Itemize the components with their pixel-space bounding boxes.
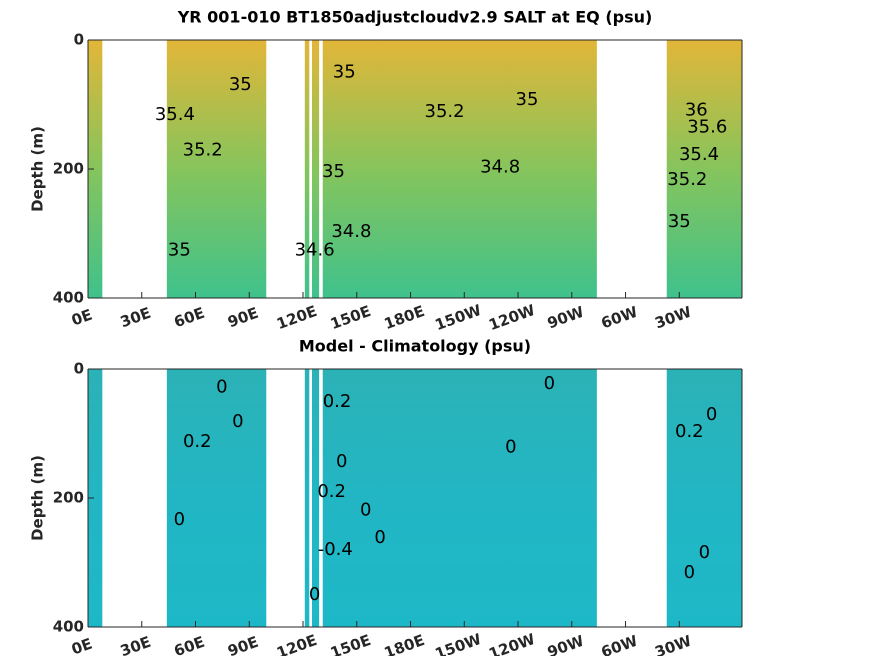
contour-label: 35.4 xyxy=(679,144,719,165)
contour-label: 0.2 xyxy=(323,391,352,412)
ocean-field xyxy=(88,369,103,627)
contour-label: 0 xyxy=(216,377,227,398)
x-tick-label: 60E xyxy=(172,633,207,656)
contour-label: 35.2 xyxy=(425,101,465,122)
x-tick-label: 120W xyxy=(486,630,538,656)
y-tick-label: 0 xyxy=(74,31,84,49)
contour-label: 36 xyxy=(685,99,708,120)
ocean-field xyxy=(666,40,742,298)
contour-label: 0 xyxy=(232,411,243,432)
x-tick-label: 30W xyxy=(652,632,694,656)
y-tick-label: 0 xyxy=(74,360,84,378)
contour-label: 0 xyxy=(699,542,710,563)
contour-label: 0.2 xyxy=(317,481,346,502)
chart-title: Model - Climatology (psu) xyxy=(299,337,531,356)
contour-label: 35.4 xyxy=(155,104,195,125)
x-tick-label: 150E xyxy=(328,631,373,656)
contour-label: 35.6 xyxy=(687,117,727,138)
y-tick-label: 400 xyxy=(53,618,84,636)
x-tick-label: 30W xyxy=(652,303,694,333)
y-tick-label: 200 xyxy=(53,489,84,507)
x-tick-label: 90E xyxy=(225,633,260,656)
contour-label: 35 xyxy=(168,239,191,260)
contour-label: 35 xyxy=(333,61,356,82)
contour-label: 35 xyxy=(229,74,252,95)
ocean-field xyxy=(311,369,320,627)
ocean-field xyxy=(166,369,267,627)
contour-label: 0 xyxy=(706,404,717,425)
x-tick-label: 90E xyxy=(225,304,260,332)
contour-label: 0 xyxy=(309,584,320,605)
contour-label: 0 xyxy=(374,527,385,548)
x-tick-label: 0E xyxy=(69,306,95,330)
ocean-field xyxy=(322,40,597,298)
x-tick-label: 150W xyxy=(433,301,485,334)
contour-label: 34.8 xyxy=(480,157,520,178)
ocean-field xyxy=(311,40,320,298)
ocean-field xyxy=(304,40,310,298)
x-tick-label: 30E xyxy=(118,304,153,332)
x-tick-label: 30E xyxy=(118,633,153,656)
ocean-field xyxy=(88,40,103,298)
ocean-field xyxy=(666,369,742,627)
contour-label: 34.6 xyxy=(295,239,335,260)
x-tick-label: 60E xyxy=(172,304,207,332)
x-tick-label: 60W xyxy=(599,303,641,333)
x-tick-label: 120E xyxy=(274,302,319,333)
contour-label: 35 xyxy=(516,89,539,110)
x-tick-label: 120E xyxy=(274,631,319,656)
contour-label: -0.4 xyxy=(318,539,353,560)
contour-label: 0.2 xyxy=(675,421,704,442)
ocean-field xyxy=(166,40,267,298)
contour-label: 0 xyxy=(336,451,347,472)
x-tick-label: 0E xyxy=(69,635,95,656)
x-tick-label: 60W xyxy=(599,632,641,656)
ocean-field xyxy=(304,369,310,627)
x-tick-label: 150E xyxy=(328,302,373,333)
contour-label: 35 xyxy=(322,161,345,182)
y-tick-label: 200 xyxy=(53,160,84,178)
contour-label: 35 xyxy=(668,211,691,232)
ocean-field xyxy=(322,369,597,627)
chart-title: YR 001-010 BT1850adjustcloudv2.9 SALT at… xyxy=(177,8,653,27)
contour-label: 34.8 xyxy=(331,221,371,242)
x-tick-label: 180E xyxy=(382,631,427,656)
contour-label: 0.2 xyxy=(183,431,212,452)
contour-label: 0 xyxy=(544,373,555,394)
y-tick-label: 400 xyxy=(53,289,84,307)
x-tick-label: 120W xyxy=(486,301,538,334)
contour-label: 35.2 xyxy=(183,139,223,160)
contour-label: 35.2 xyxy=(667,169,707,190)
contour-label: 0 xyxy=(505,437,516,458)
x-tick-label: 90W xyxy=(545,303,587,333)
y-axis-label: Depth (m) xyxy=(29,455,47,541)
x-tick-label: 90W xyxy=(545,632,587,656)
contour-label: 0 xyxy=(684,562,695,583)
contour-label: 0 xyxy=(174,509,185,530)
x-tick-label: 150W xyxy=(433,630,485,656)
y-axis-label: Depth (m) xyxy=(29,126,47,212)
contour-label: 0 xyxy=(360,499,371,520)
x-tick-label: 180E xyxy=(382,302,427,333)
